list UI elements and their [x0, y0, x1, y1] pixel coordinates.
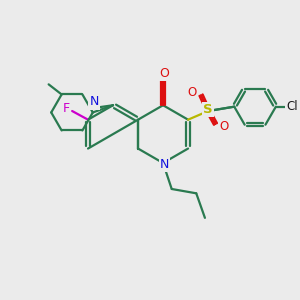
Text: O: O [160, 67, 170, 80]
Text: N: N [90, 95, 99, 108]
Text: O: O [220, 120, 229, 134]
Text: S: S [203, 103, 213, 116]
Text: Cl: Cl [286, 100, 298, 113]
Text: F: F [63, 102, 70, 115]
Text: O: O [188, 86, 197, 99]
Text: N: N [160, 158, 169, 171]
